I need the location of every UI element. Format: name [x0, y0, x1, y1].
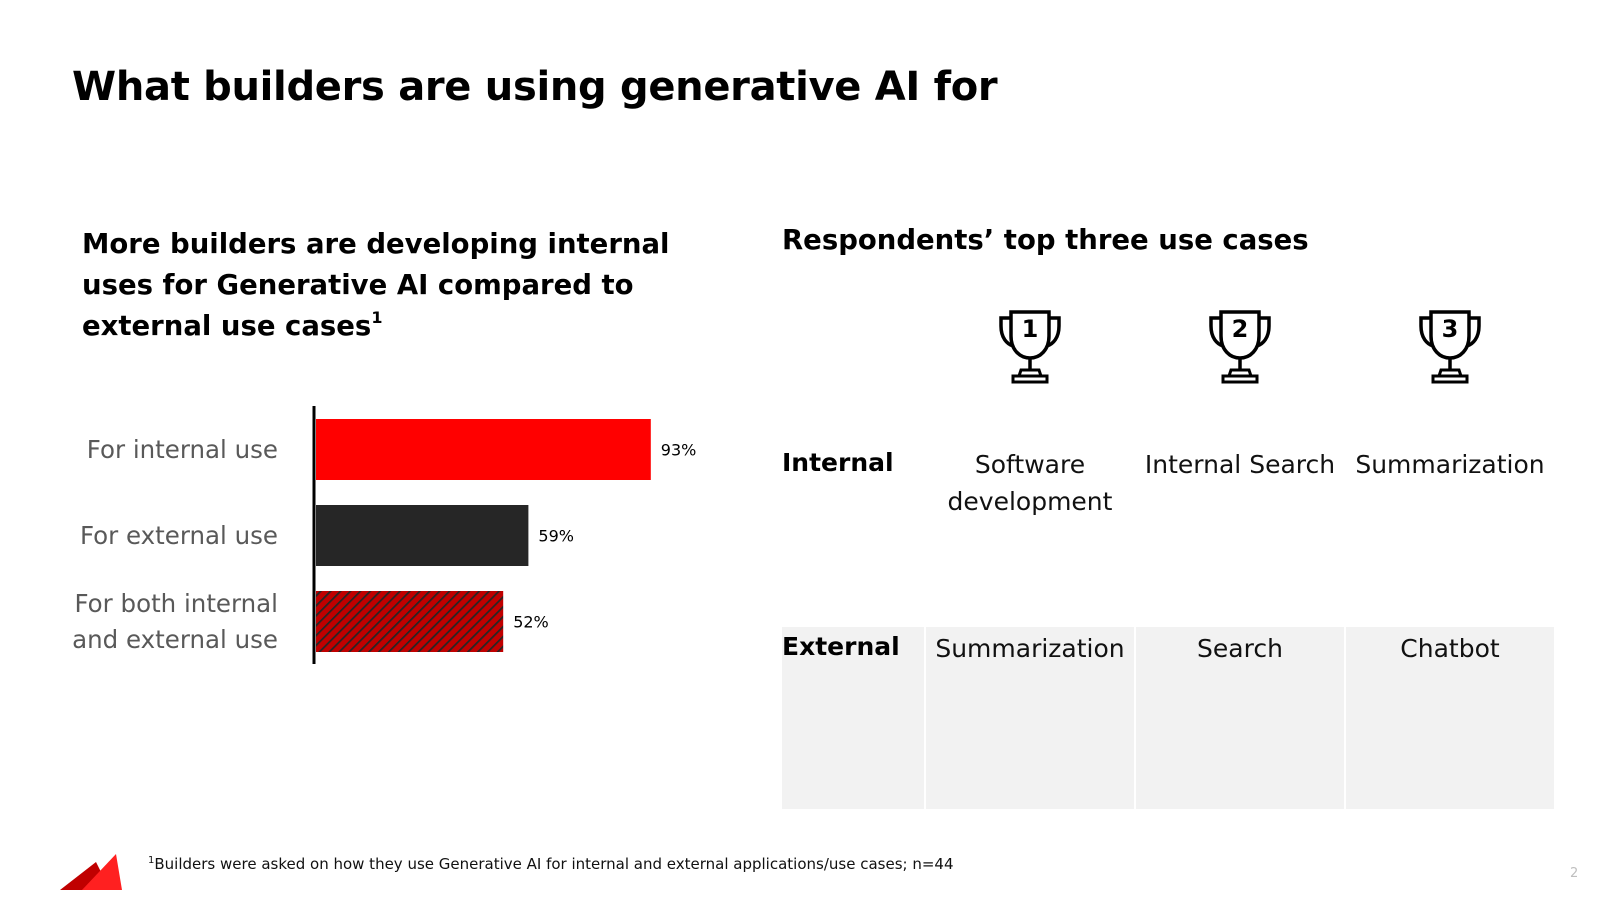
trophy-icon: 3	[1417, 306, 1483, 386]
external-row-background-label	[782, 627, 924, 809]
bar-3	[316, 591, 504, 652]
chart-heading-footnote-marker: 1	[371, 308, 383, 327]
use-case-cell: Chatbot	[1400, 634, 1500, 663]
bar-category-label-line: For internal use	[86, 434, 278, 464]
external-row-background-2	[1136, 627, 1344, 809]
bar-2	[316, 505, 529, 566]
use-case-cell: Software development	[947, 450, 1113, 516]
bar-value-label-1: 93%	[661, 441, 697, 460]
use-case-cell: Summarization	[935, 634, 1125, 663]
use-case-cell: Search	[1197, 634, 1283, 663]
chart-heading-text: More builders are developing internal us…	[82, 228, 670, 342]
chart-heading: More builders are developing internal us…	[82, 224, 702, 347]
page-number: 2	[1570, 866, 1579, 881]
row-label-internal: Internal	[782, 448, 894, 477]
bar-value-label-3: 52%	[513, 613, 549, 632]
bar-1	[316, 419, 651, 480]
trophy-icon: 2	[1207, 306, 1273, 386]
brand-logo	[60, 854, 122, 890]
trophy-rank-number: 3	[1441, 315, 1459, 343]
trophy-rank-number: 2	[1231, 315, 1249, 343]
bar-category-label-line: For both internal	[74, 588, 278, 618]
bar-value-label-2: 59%	[538, 527, 574, 546]
trophy-rank-number: 1	[1021, 315, 1039, 343]
bar-category-label-2: For external use	[80, 518, 278, 554]
row-label-external: External	[782, 632, 900, 661]
footnote: 1Builders were asked on how they use Gen…	[148, 855, 954, 873]
trophy-icon: 1	[997, 306, 1063, 386]
external-row-background-1	[926, 627, 1134, 809]
use-case-cell: Summarization	[1355, 450, 1545, 479]
bar-category-label-3: For both internal and external use	[72, 586, 278, 658]
use-cases-heading: Respondents’ top three use cases	[782, 224, 1309, 256]
bar-chart: 93% 59% 52%	[312, 406, 697, 664]
bar-category-label-line: For external use	[79, 520, 278, 550]
use-case-cell: Internal Search	[1144, 450, 1336, 479]
bar-category-label-line: and external use	[72, 624, 278, 654]
page-title: What builders are using generative AI fo…	[72, 64, 998, 110]
external-row-background-3	[1346, 627, 1554, 809]
footnote-text: Builders were asked on how they use Gene…	[154, 855, 954, 873]
bar-category-label-1: For internal use	[87, 432, 278, 468]
footnote-marker: 1	[148, 855, 155, 866]
